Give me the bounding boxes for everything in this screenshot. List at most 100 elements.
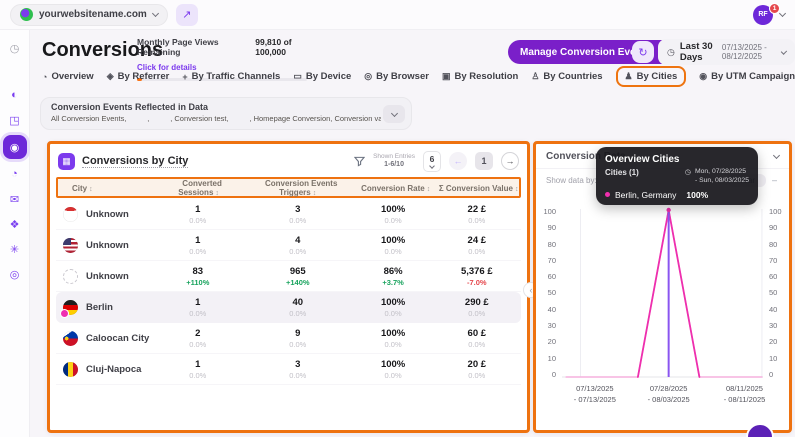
tab-by-resolution[interactable]: ▣ By Resolution [441, 71, 519, 82]
tab-bar: ◔ Overview ◈ By Referrer + By Traffic Chann… [42, 66, 795, 87]
table-icon: ▦ [58, 152, 75, 170]
range-label: Last 30 Days [679, 41, 713, 63]
flag-philippines-icon [63, 330, 78, 346]
y-axis-tick-label: 50 [769, 288, 778, 298]
filter-title: Conversion Events Reflected in Data [51, 102, 209, 112]
refresh-button[interactable]: ↻ [632, 41, 654, 63]
next-page-button[interactable]: → [501, 152, 519, 170]
utm-icon: ◉ [699, 71, 708, 81]
tab-by-referrer[interactable]: ◈ By Referrer [106, 71, 170, 82]
location-user-icon[interactable]: ◎ [9, 268, 20, 281]
y-axis-tick-label: 30 [769, 321, 778, 331]
date-range-picker[interactable]: ◷ Last 30 Days 07/13/2025 - 08/12/2025 [658, 39, 795, 65]
site-selector[interactable]: yourwebsitename.com [10, 3, 168, 26]
table-row[interactable]: Cluj-Napoca 1 0.0% 3 0.0% 100% 0.0% 20 £0.0… [56, 354, 521, 385]
tab-by-browser[interactable]: ◎ By Browser [364, 71, 429, 82]
y-axis-tick-label: 0 [769, 369, 774, 379]
site-favicon-icon [20, 8, 33, 21]
details-link[interactable]: Click for details [137, 63, 197, 72]
cities-icon: ♟ [624, 71, 633, 81]
page: Conversions Monthly Page Views Remaining… [30, 30, 795, 437]
notification-badge: 1 [769, 2, 780, 14]
views-progress-bar [137, 78, 307, 81]
refresh-icon: ↻ [638, 46, 648, 59]
y-axis-tick-label: 40 [547, 304, 556, 314]
y-axis-left: 100 90 80 70 60 50 40 30 20 10 0 [540, 207, 560, 379]
tab-by-countries[interactable]: ♙ By Countries [531, 71, 603, 82]
table-row[interactable]: Unknown 83 +110% 965 +140% 86% +3.7% 5,376 … [56, 261, 521, 292]
chevron-down-icon [772, 151, 781, 159]
chart-svg [561, 207, 764, 378]
y-axis-tick-label: 20 [769, 337, 778, 347]
overview-icon: ◔ [42, 71, 48, 82]
tab-by-cities[interactable]: ♟ By Cities [615, 66, 687, 87]
resolution-icon: ▣ [441, 71, 451, 81]
y-axis-right: 100 90 80 70 60 50 40 30 20 10 0 [765, 207, 785, 379]
series-dot-icon [605, 192, 610, 198]
page-size-select[interactable]: 6 [423, 150, 441, 172]
y-axis-tick-label: 0 [551, 369, 556, 379]
x-axis: 07/13/2025- 07/13/2025 07/28/2025- 08/03/… [560, 384, 766, 410]
chevron-down-icon [429, 163, 435, 169]
sort-icon: ↕ [426, 185, 431, 193]
y-axis-tick-label: 40 [769, 304, 778, 314]
flag-romania-icon [63, 361, 78, 377]
tab-by-traffic-channels[interactable]: + By Traffic Channels [182, 71, 281, 82]
table-row[interactable]: Unknown 1 0.0% 4 0.0% 100% 0.0% 24 £0.0% [56, 230, 521, 261]
chat-icon[interactable]: ✉ [9, 193, 20, 206]
tooltip-title: Overview Cities [605, 154, 680, 165]
tooltip-series-name: Berlin, Germany [615, 189, 677, 200]
table-row[interactable]: Caloocan City 2 0.0% 9 0.0% 100% 0.0% 60 £0… [56, 323, 521, 354]
y-axis-tick-label: 100 [543, 207, 556, 216]
dashboard-icon[interactable]: ◐ [11, 89, 18, 101]
col-conversion-rate[interactable]: Conversion Rate ↕ [361, 183, 431, 193]
chart-tooltip: Overview Cities Cities (1) ◷ Mon, 07/28/… [596, 147, 758, 205]
col-conversion-value[interactable]: Σ Conversion Value ↕ [438, 183, 519, 193]
table-header-row: City ↕ Converted Sessions ↕ Conversion Eve… [56, 177, 521, 198]
table-row[interactable]: Unknown 1 0.0% 3 0.0% 100% 0.0% 22 £0.0% [56, 199, 521, 230]
tooltip-cities-count: Cities (1) [605, 168, 639, 177]
tab-overview[interactable]: ◔ Overview [42, 71, 94, 82]
views-value: 99,810 of 100,000 [255, 37, 292, 57]
conversions-icon[interactable]: ◉ [2, 135, 27, 159]
y-axis-tick-label: 30 [547, 321, 556, 331]
chevron-down-icon [390, 109, 398, 117]
col-conversion-events-triggers[interactable]: Conversion Events Triggers ↕ [264, 179, 338, 197]
filter-expand-button[interactable] [383, 105, 405, 123]
tooltip-series-value: 100% [686, 189, 709, 200]
chevron-down-icon[interactable] [778, 9, 787, 18]
clock-icon: ◷ [667, 46, 675, 57]
external-link-icon: ↗ [182, 9, 192, 21]
tab-by-utm-campaign[interactable]: ◉ By UTM Campaign [699, 71, 795, 82]
open-site-button[interactable]: ↗ [175, 3, 198, 26]
conversions-by-city-card: ▦ Conversions by City Shown Entries 1-6/… [47, 141, 530, 433]
table-row-selected[interactable]: Berlin 1 0.0% 40 0.0% 100% 0.0% 290 £0.0% [56, 292, 521, 323]
clock-icon: ◷ [684, 169, 691, 176]
chevron-down-icon [151, 9, 159, 18]
shield-icon[interactable]: ❖ [9, 218, 20, 231]
col-city[interactable]: City ↕ [72, 183, 93, 193]
settings-icon[interactable]: ✳ [9, 243, 20, 256]
topbar: yourwebsitename.com ↗ RF 1 [0, 0, 795, 30]
tab-by-device[interactable]: ▭ By Device [293, 71, 352, 82]
shown-entries: Shown Entries 1-6/10 [373, 152, 415, 168]
avatar[interactable]: RF 1 [753, 2, 780, 25]
sidebar: ◷ ◐ ◳ ◉ ◔ ✉ ❖ ✳ ◎ [0, 30, 30, 437]
col-converted-sessions[interactable]: Converted Sessions ↕ [178, 179, 222, 197]
clock-icon[interactable]: ◷ [9, 42, 20, 55]
y-axis-tick-label: 60 [769, 272, 778, 282]
filter-funnel-icon[interactable] [354, 156, 366, 167]
y-axis-tick-label: 70 [769, 255, 778, 265]
plot-area[interactable]: 07/13/2025- 07/13/2025 07/28/2025- 08/03/… [560, 207, 765, 404]
traffic-icon: + [182, 71, 188, 82]
x-axis-tick-label: 07/28/2025- 08/03/2025 [647, 384, 690, 404]
page-title: Conversions [42, 39, 164, 61]
orders-bag-icon[interactable]: ◳ [9, 114, 20, 127]
conversion-events-filter[interactable]: Conversion Events Reflected in Data All … [40, 97, 412, 130]
flag-icon [63, 237, 78, 253]
prev-page-button[interactable]: ← [449, 152, 467, 170]
audience-icon[interactable]: ◔ [11, 168, 18, 180]
referrer-icon: ◈ [106, 71, 114, 81]
y-axis-tick-label: 80 [769, 239, 778, 249]
y-axis-tick-label: 90 [769, 223, 778, 233]
